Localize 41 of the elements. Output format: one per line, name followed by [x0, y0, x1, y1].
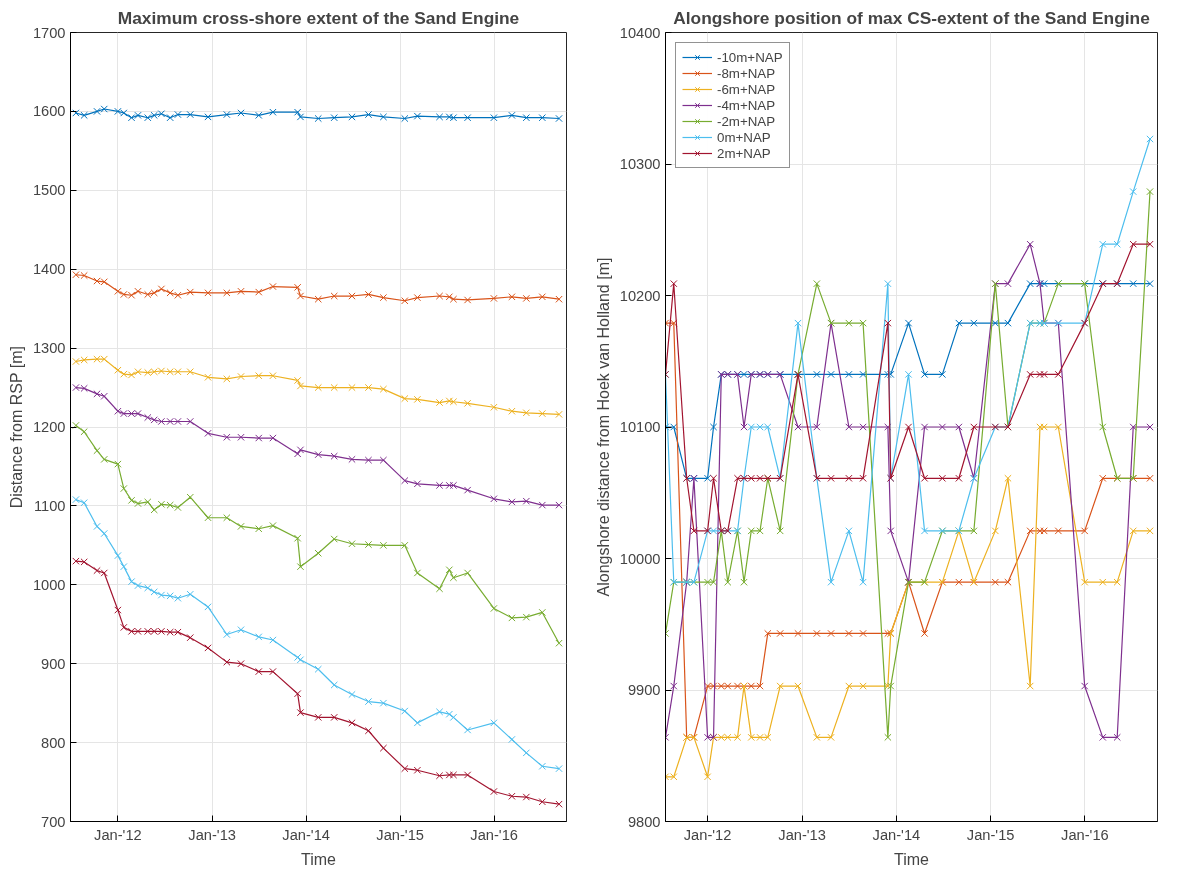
x-tick-label: Jan-'14 — [282, 826, 330, 843]
chart-title: Alongshore position of max CS-extent of the Sand Engine — [673, 7, 1151, 28]
y-tick-label: 9900 — [627, 682, 661, 698]
x-tick-label: Jan-'16 — [1061, 826, 1109, 843]
y-tick-label: 10200 — [619, 287, 661, 304]
y-tick-label: 1500 — [32, 182, 66, 199]
legend-label: -2m+NAP — [717, 113, 776, 129]
x-tick-label: Jan-'15 — [376, 826, 424, 843]
legend-label: -6m+NAP — [717, 81, 776, 97]
y-tick-label: 1400 — [32, 261, 66, 278]
x-tick-label: Jan-'16 — [470, 826, 518, 843]
y-tick-label: 10100 — [619, 419, 661, 435]
y-tick-label: 10000 — [619, 550, 661, 567]
x-tick-label: Jan-'12 — [683, 826, 732, 843]
y-tick-label: 10300 — [619, 156, 661, 172]
x-tick-label: Jan-'15 — [966, 826, 1015, 843]
x-axis-title: Time — [894, 850, 930, 868]
legend-label: 2m+NAP — [717, 145, 771, 161]
y-tick-label: 1200 — [32, 419, 66, 435]
x-tick-label: Jan-'13 — [188, 826, 236, 843]
legend-label: -8m+NAP — [717, 65, 776, 81]
legend-label: -4m+NAP — [717, 97, 776, 113]
y-tick-label: 1100 — [33, 497, 66, 514]
y-tick-label: 700 — [41, 813, 66, 830]
legend-label: 0m+NAP — [717, 129, 771, 145]
y-tick-label: 10400 — [619, 24, 661, 41]
y-tick-label: 1000 — [32, 576, 66, 593]
y-tick-label: 900 — [41, 655, 66, 672]
legend-label: -10m+NAP — [717, 49, 783, 65]
y-axis-title: Alongshore distance from Hoek van Holland [m] — [594, 257, 612, 597]
x-tick-label: Jan-'12 — [94, 826, 142, 843]
y-axis-title: Distance from RSP [m] — [7, 345, 25, 509]
y-tick-label: 1600 — [32, 103, 66, 120]
y-tick-label: 1700 — [32, 24, 66, 41]
y-tick-label: 800 — [41, 734, 66, 751]
x-axis-title: Time — [301, 850, 337, 868]
chart-title: Maximum cross-shore extent of the Sand Engine — [117, 7, 520, 28]
x-tick-label: Jan-'13 — [778, 826, 826, 843]
y-tick-label: 9800 — [627, 813, 661, 830]
x-tick-label: Jan-'14 — [872, 826, 921, 843]
y-tick-label: 1300 — [32, 340, 66, 357]
